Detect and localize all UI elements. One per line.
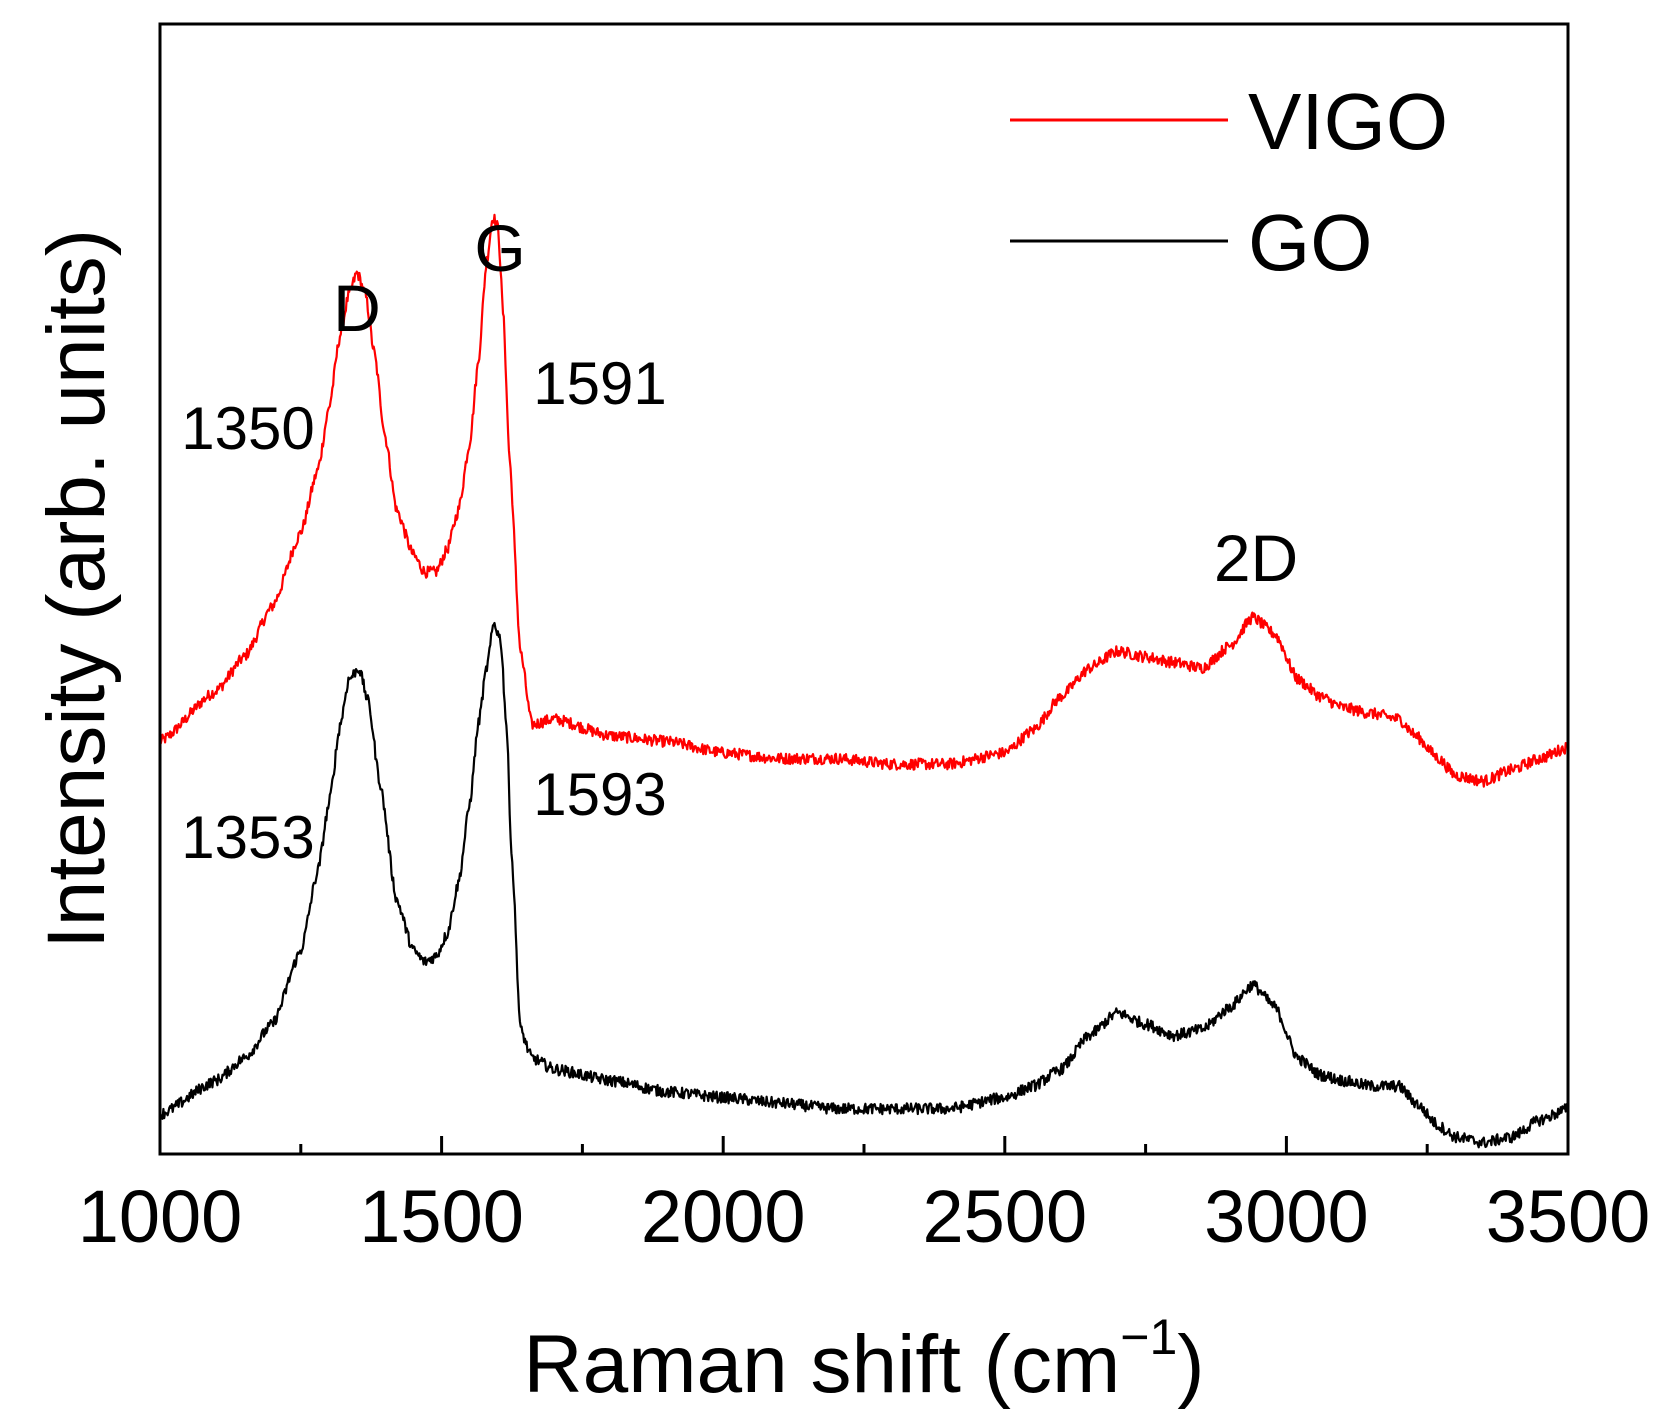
annotation-peak-2d: 2D xyxy=(1214,521,1298,595)
annotations: D G 2D 1350 1591 1353 1593 xyxy=(181,211,1298,871)
x-axis-title-superscript: −1 xyxy=(1120,1309,1177,1365)
x-tick-label: 1500 xyxy=(359,1175,524,1258)
x-axis-tick-labels: 1000 1500 2000 2500 3000 3500 xyxy=(78,1175,1651,1258)
series-line-vigo xyxy=(158,213,1569,788)
y-axis-title: Intensity (arb. units) xyxy=(31,229,122,949)
x-axis-ticks xyxy=(158,1136,1570,1154)
legend: VIGO GO xyxy=(1010,77,1448,287)
x-axis-title-main: Raman shift (cm xyxy=(523,1319,1120,1410)
series-curves xyxy=(158,213,1569,1149)
legend-label-go: GO xyxy=(1248,198,1372,287)
x-tick-label: 1000 xyxy=(78,1175,243,1258)
annotation-peak-g: G xyxy=(474,211,525,285)
x-tick-label: 3000 xyxy=(1204,1175,1369,1258)
annotation-go-g-position: 1593 xyxy=(533,761,666,828)
annotation-peak-d: D xyxy=(333,271,381,345)
annotation-vigo-g-position: 1591 xyxy=(533,350,666,417)
x-tick-label: 3500 xyxy=(1486,1175,1651,1258)
annotation-go-d-position: 1353 xyxy=(181,804,314,871)
series-line-go xyxy=(158,621,1569,1149)
annotation-vigo-d-position: 1350 xyxy=(181,395,314,462)
x-axis-title-close: ) xyxy=(1177,1319,1204,1410)
x-tick-label: 2500 xyxy=(922,1175,1087,1258)
legend-label-vigo: VIGO xyxy=(1248,77,1448,166)
x-axis-title: Raman shift (cm−1) xyxy=(523,1309,1204,1410)
x-tick-label: 2000 xyxy=(641,1175,806,1258)
